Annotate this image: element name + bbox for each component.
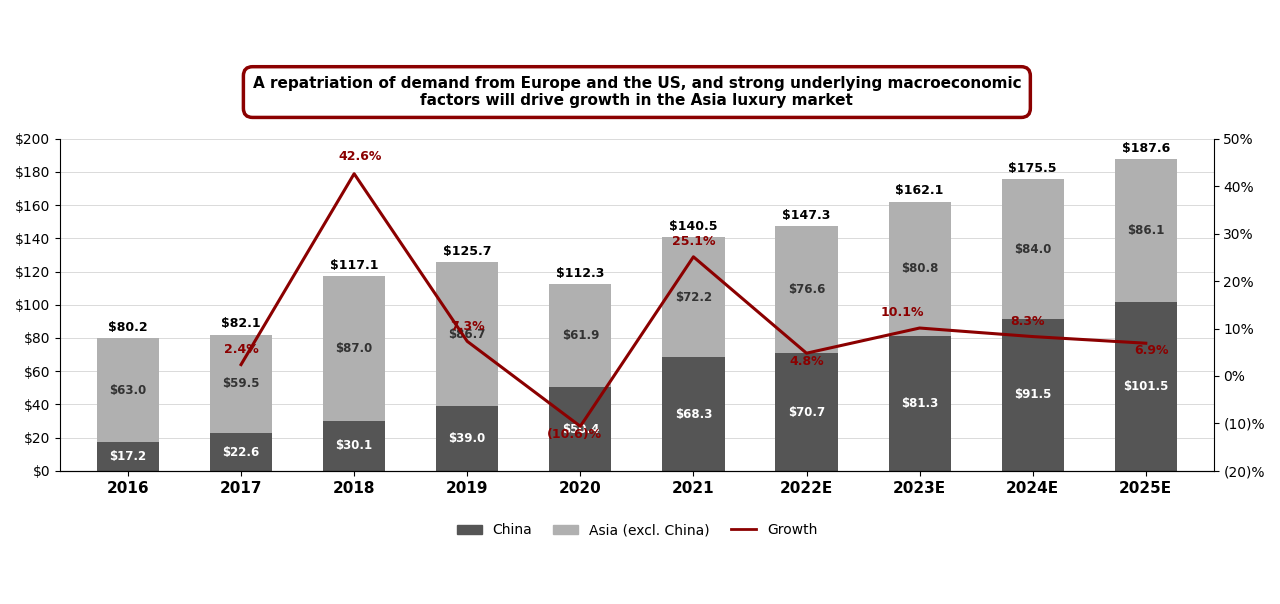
Text: 4.8%: 4.8% <box>790 355 824 368</box>
Text: $68.3: $68.3 <box>675 408 712 421</box>
Bar <box>97 442 159 471</box>
Bar <box>323 421 385 471</box>
Text: $22.6: $22.6 <box>223 446 260 458</box>
Text: $187.6: $187.6 <box>1121 142 1170 155</box>
Bar <box>323 277 385 421</box>
Text: $80.8: $80.8 <box>901 262 938 275</box>
Bar <box>1115 302 1176 471</box>
Text: $91.5: $91.5 <box>1014 388 1051 402</box>
Bar <box>549 387 612 471</box>
Text: $80.2: $80.2 <box>108 321 147 333</box>
Text: 8.3%: 8.3% <box>1010 315 1044 328</box>
Text: A repatriation of demand from Europe and the US, and strong underlying macroecon: A repatriation of demand from Europe and… <box>252 76 1021 108</box>
Bar <box>1002 319 1064 471</box>
Bar <box>436 406 498 471</box>
Text: $86.7: $86.7 <box>448 327 486 341</box>
Text: $17.2: $17.2 <box>109 450 146 463</box>
Text: (10.6)%: (10.6)% <box>547 428 602 440</box>
Legend: China, Asia (excl. China), Growth: China, Asia (excl. China), Growth <box>451 518 823 543</box>
Text: $59.5: $59.5 <box>223 378 260 390</box>
Bar <box>776 226 837 353</box>
Text: $162.1: $162.1 <box>896 184 943 198</box>
Text: $87.0: $87.0 <box>335 342 372 355</box>
Text: $175.5: $175.5 <box>1009 162 1057 175</box>
Bar <box>1002 179 1064 319</box>
Text: $84.0: $84.0 <box>1014 243 1051 255</box>
Text: $63.0: $63.0 <box>109 384 147 396</box>
Text: 2.4%: 2.4% <box>224 343 259 356</box>
Text: $81.3: $81.3 <box>901 397 938 410</box>
Text: 10.1%: 10.1% <box>881 306 924 320</box>
Text: 42.6%: 42.6% <box>338 150 381 163</box>
Text: 6.9%: 6.9% <box>1134 344 1169 358</box>
Text: $76.6: $76.6 <box>787 283 826 297</box>
Text: $117.1: $117.1 <box>330 259 379 272</box>
Text: $86.1: $86.1 <box>1128 224 1165 237</box>
Text: $50.4: $50.4 <box>562 423 599 435</box>
Text: 25.1%: 25.1% <box>672 236 716 248</box>
Bar <box>436 262 498 406</box>
Bar <box>1115 159 1176 302</box>
Text: $70.7: $70.7 <box>788 406 826 419</box>
Text: $72.2: $72.2 <box>675 291 712 304</box>
Text: $39.0: $39.0 <box>448 432 486 445</box>
Bar <box>210 335 273 434</box>
Text: $82.1: $82.1 <box>221 317 261 330</box>
Bar <box>662 358 724 471</box>
Text: $30.1: $30.1 <box>335 440 372 452</box>
Text: $147.3: $147.3 <box>782 209 831 222</box>
Text: 7.3%: 7.3% <box>451 320 485 333</box>
Bar <box>888 336 951 471</box>
Bar <box>662 237 724 358</box>
Bar <box>549 284 612 387</box>
Bar <box>776 353 837 471</box>
Text: $125.7: $125.7 <box>443 245 492 258</box>
Text: $61.9: $61.9 <box>562 329 599 342</box>
Bar <box>97 338 159 442</box>
Text: $112.3: $112.3 <box>556 267 604 280</box>
Text: $140.5: $140.5 <box>669 220 718 233</box>
Bar <box>210 434 273 471</box>
Bar <box>888 202 951 336</box>
Text: $101.5: $101.5 <box>1123 380 1169 393</box>
